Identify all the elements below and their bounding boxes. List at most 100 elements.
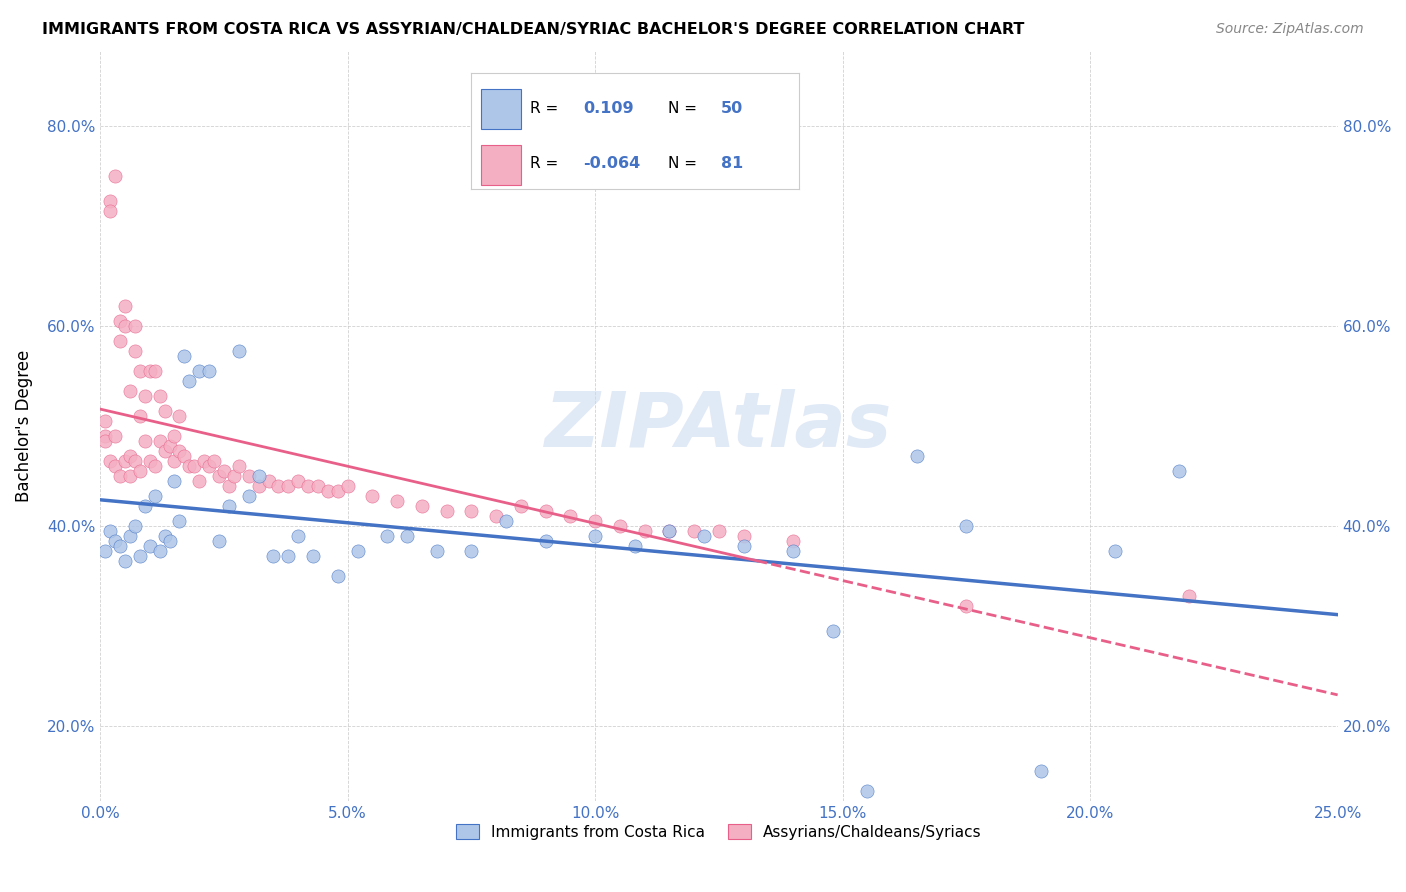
Point xyxy=(228,458,250,473)
Point xyxy=(277,479,299,493)
Point xyxy=(94,414,117,428)
Point xyxy=(202,454,225,468)
Point xyxy=(124,343,146,358)
Point xyxy=(460,504,482,518)
Point xyxy=(134,389,156,403)
Point xyxy=(247,479,270,493)
Point xyxy=(98,203,121,218)
Point xyxy=(173,449,195,463)
Point xyxy=(1178,589,1201,603)
Point xyxy=(1029,764,1052,778)
Point xyxy=(534,504,557,518)
Point xyxy=(153,529,176,543)
Point xyxy=(1104,544,1126,558)
Text: Source: ZipAtlas.com: Source: ZipAtlas.com xyxy=(1216,22,1364,37)
Point xyxy=(683,524,706,538)
Point xyxy=(104,169,127,183)
Point xyxy=(302,549,325,563)
Point xyxy=(114,554,136,568)
Point xyxy=(143,489,166,503)
Point xyxy=(98,454,121,468)
Point xyxy=(307,479,329,493)
Point xyxy=(560,508,582,523)
Point xyxy=(124,318,146,333)
Point xyxy=(955,518,977,533)
Point xyxy=(212,464,235,478)
Point xyxy=(287,529,309,543)
Point xyxy=(426,544,449,558)
Point xyxy=(782,544,804,558)
Point xyxy=(104,533,127,548)
Point xyxy=(277,549,299,563)
Point xyxy=(821,624,844,638)
Point xyxy=(1168,464,1191,478)
Point xyxy=(263,549,285,563)
Point xyxy=(257,474,280,488)
Point xyxy=(534,533,557,548)
Legend: Immigrants from Costa Rica, Assyrians/Chaldeans/Syriacs: Immigrants from Costa Rica, Assyrians/Ch… xyxy=(450,818,988,846)
Point xyxy=(208,468,231,483)
Point xyxy=(228,343,250,358)
Point xyxy=(361,489,384,503)
Point xyxy=(336,479,359,493)
Point xyxy=(198,458,221,473)
Point xyxy=(128,549,150,563)
Point xyxy=(396,529,419,543)
Point xyxy=(495,514,517,528)
Point xyxy=(149,389,172,403)
Point xyxy=(134,434,156,448)
Point xyxy=(108,468,131,483)
Point xyxy=(460,544,482,558)
Point xyxy=(238,468,260,483)
Point xyxy=(118,449,141,463)
Point xyxy=(326,483,349,498)
Point xyxy=(583,514,606,528)
Point xyxy=(436,504,458,518)
Point xyxy=(104,429,127,443)
Point xyxy=(297,479,319,493)
Point xyxy=(118,468,141,483)
Point xyxy=(375,529,398,543)
Point xyxy=(485,508,508,523)
Point xyxy=(149,544,172,558)
Point xyxy=(707,524,730,538)
Point xyxy=(583,529,606,543)
Point xyxy=(128,464,150,478)
Point xyxy=(856,784,879,798)
Point xyxy=(108,334,131,348)
Point xyxy=(955,599,977,613)
Point xyxy=(693,529,716,543)
Point xyxy=(108,539,131,553)
Point xyxy=(238,489,260,503)
Point xyxy=(108,314,131,328)
Point xyxy=(188,364,211,378)
Point xyxy=(163,454,186,468)
Text: ZIPAtlas: ZIPAtlas xyxy=(546,389,893,463)
Point xyxy=(658,524,681,538)
Point xyxy=(222,468,245,483)
Point xyxy=(153,443,176,458)
Point xyxy=(128,409,150,423)
Point xyxy=(94,429,117,443)
Point xyxy=(118,384,141,398)
Point xyxy=(143,364,166,378)
Point xyxy=(114,318,136,333)
Point xyxy=(733,539,755,553)
Point xyxy=(198,364,221,378)
Point xyxy=(169,514,191,528)
Point xyxy=(114,454,136,468)
Point xyxy=(247,468,270,483)
Point xyxy=(169,409,191,423)
Point xyxy=(139,539,162,553)
Point xyxy=(114,299,136,313)
Point xyxy=(193,454,215,468)
Point xyxy=(218,499,240,513)
Point xyxy=(163,429,186,443)
Point xyxy=(98,524,121,538)
Point xyxy=(169,443,191,458)
Point xyxy=(98,194,121,208)
Point xyxy=(104,458,127,473)
Point xyxy=(316,483,339,498)
Point xyxy=(179,374,201,388)
Point xyxy=(267,479,290,493)
